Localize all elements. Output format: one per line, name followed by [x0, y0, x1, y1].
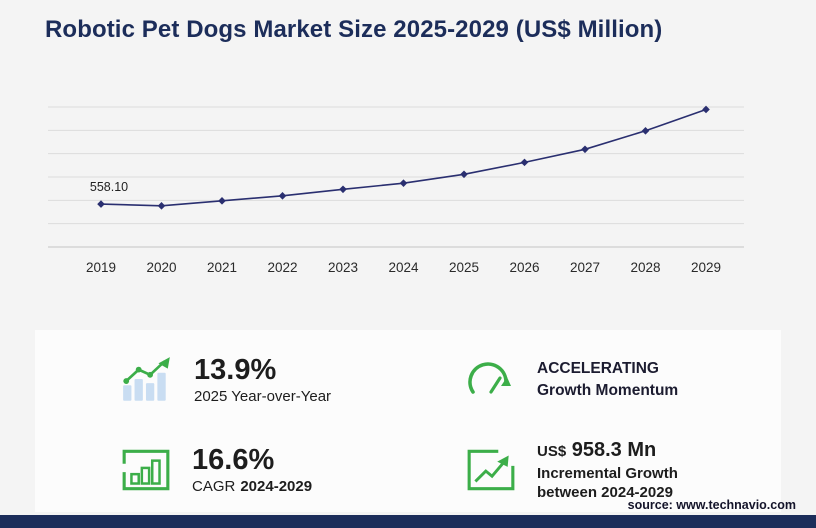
bar-chart-trend-icon — [120, 356, 174, 404]
cagr-label-prefix: CAGR — [192, 477, 236, 495]
speedometer-icon — [465, 362, 517, 398]
data-point-2027 — [581, 145, 589, 154]
x-axis-label-2021: 2021 — [207, 260, 237, 275]
incremental-value: US$ 958.3 Mn — [537, 438, 678, 462]
data-point-2028 — [641, 127, 650, 135]
yoy-label: 2025 Year-over-Year — [194, 387, 332, 405]
cagr-value: 16.6% — [192, 443, 275, 476]
first-point-label: 558.10 — [90, 180, 128, 194]
data-point-2029 — [702, 105, 710, 114]
x-axis-label-2020: 2020 — [146, 260, 176, 275]
x-axis-label-2028: 2028 — [630, 260, 660, 275]
market-size-line — [100, 108, 707, 207]
incremental-growth-icon — [465, 447, 517, 493]
x-axis-label-2026: 2026 — [509, 260, 539, 275]
data-point-2020 — [157, 202, 166, 210]
momentum-line2: Growth Momentum — [537, 382, 679, 399]
source-credit: source: www.technavio.com — [627, 498, 796, 512]
stat-momentum: ACCELERATING Growth Momentum — [465, 338, 781, 422]
stat-cagr: 16.6% CAGR 2024-2029 — [120, 428, 465, 512]
stat-yoy: 13.9% 2025 Year-over-Year — [120, 338, 465, 422]
page-title: Robotic Pet Dogs Market Size 2025-2029 (… — [45, 16, 663, 43]
stat-incremental: US$ 958.3 Mn Incremental Growth between … — [465, 428, 781, 512]
incremental-currency: US$ — [537, 442, 567, 460]
data-point-2026 — [520, 158, 529, 167]
x-axis-label-2019: 2019 — [86, 260, 116, 275]
data-point-2022 — [278, 192, 287, 200]
yoy-value: 13.9% — [194, 353, 277, 386]
x-axis-label-2025: 2025 — [449, 260, 479, 275]
stats-panel: 13.9% 2025 Year-over-Year ACCELERATING G… — [35, 330, 781, 512]
momentum-line1: ACCELERATING — [537, 359, 659, 377]
x-axis-label-2029: 2029 — [691, 260, 721, 275]
x-axis-label-2022: 2022 — [267, 260, 297, 275]
x-axis-label-2023: 2023 — [328, 260, 358, 275]
cagr-label: CAGR 2024-2029 — [192, 477, 312, 497]
footer-bar — [0, 515, 816, 528]
incremental-amount: 958.3 Mn — [571, 438, 657, 461]
data-point-2024 — [399, 179, 408, 187]
incremental-label-1: Incremental Growth — [537, 464, 678, 482]
market-size-chart: 558.10 2019 2020 2021 2022 2023 2024 2025 2026 20… — [46, 92, 746, 277]
cagr-label-years: 2024-2029 — [240, 477, 313, 495]
cagr-chart-icon — [120, 447, 172, 493]
x-axis-label-2024: 2024 — [388, 260, 419, 275]
data-point-2019 — [97, 200, 105, 208]
incremental-label-2: between 2024-2029 — [537, 484, 673, 501]
data-point-2021 — [218, 197, 226, 205]
x-axis-label-2027: 2027 — [570, 260, 600, 275]
data-point-2023 — [339, 185, 347, 194]
line-chart-svg: 558.10 2019 2020 2021 2022 2023 2024 2025 2026 20… — [48, 105, 744, 275]
